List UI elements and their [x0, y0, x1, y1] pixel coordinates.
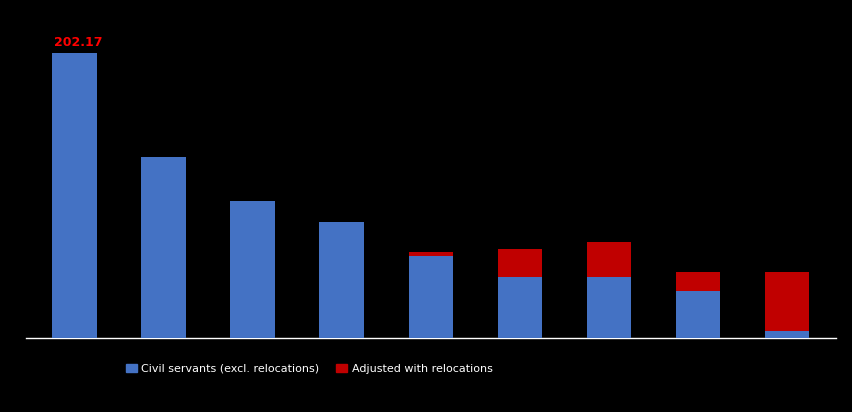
Bar — [497, 277, 541, 338]
Bar — [675, 272, 719, 291]
Bar — [586, 242, 630, 277]
Bar — [497, 249, 541, 277]
Bar — [52, 53, 97, 338]
Bar — [141, 157, 186, 338]
Text: 202.17: 202.17 — [54, 35, 102, 49]
Bar — [408, 256, 452, 338]
Bar — [586, 277, 630, 338]
Bar — [320, 222, 364, 338]
Bar — [675, 291, 719, 338]
Bar — [763, 331, 809, 338]
Bar — [763, 272, 809, 331]
Bar — [408, 252, 452, 256]
Bar — [230, 201, 274, 338]
Legend: Civil servants (excl. relocations), Adjusted with relocations: Civil servants (excl. relocations), Adju… — [121, 359, 497, 378]
